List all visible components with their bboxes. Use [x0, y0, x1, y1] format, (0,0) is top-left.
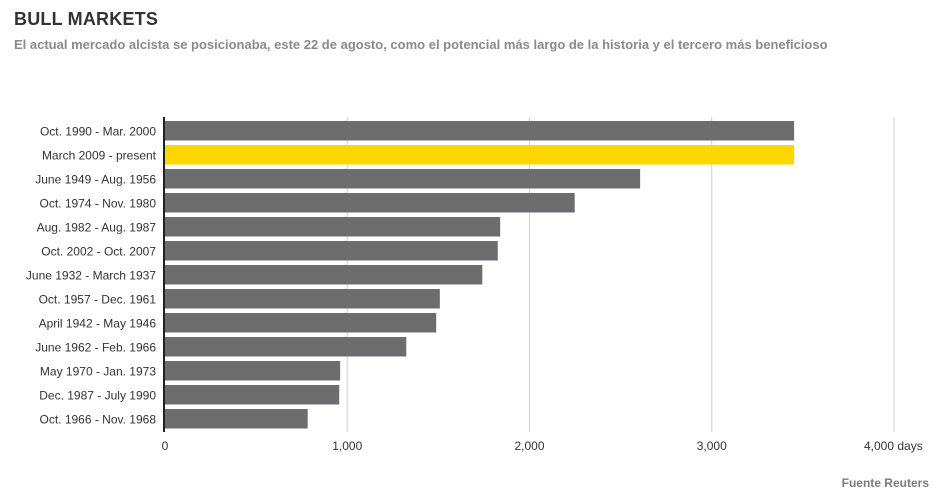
bar: [165, 337, 407, 357]
x-tick-label: 4,000 days: [864, 439, 923, 453]
category-label: Oct. 1990 - Mar. 2000: [40, 124, 156, 138]
x-tick-label: 0: [162, 439, 169, 453]
category-label: Oct. 1974 - Nov. 1980: [39, 196, 156, 210]
category-labels: Oct. 1990 - Mar. 2000 March 2009 - presen…: [26, 124, 157, 426]
category-label: May 1970 - Jan. 1973: [40, 364, 156, 378]
category-label: Oct. 2002 - Oct. 2007: [41, 244, 156, 258]
category-label: Dec. 1987 - July 1990: [39, 388, 156, 402]
bar: [165, 289, 440, 309]
category-label: Oct. 1957 - Dec. 1961: [39, 292, 157, 306]
bar: [165, 361, 341, 381]
bar-highlighted: [165, 145, 795, 165]
x-tick-label: 2,000: [514, 439, 544, 453]
bar: [165, 265, 483, 285]
category-label: Oct. 1966 - Nov. 1968: [39, 412, 156, 426]
chart-title: BULL MARKETS: [14, 9, 159, 29]
bar: [165, 193, 575, 213]
category-label: March 2009 - present: [42, 148, 157, 162]
category-label: April 1942 - May 1946: [39, 316, 157, 330]
source-note: Fuente Reuters: [841, 476, 929, 490]
x-tick-labels: 0 1,000 2,000 3,000 4,000 days: [162, 439, 923, 453]
bar: [165, 169, 641, 189]
category-label: June 1949 - Aug. 1956: [35, 172, 156, 186]
category-label: June 1962 - Feb. 1966: [35, 340, 156, 354]
category-label: Aug. 1982 - Aug. 1987: [37, 220, 157, 234]
bar: [165, 409, 308, 429]
bar: [165, 313, 437, 333]
x-tick-label: 1,000: [332, 439, 362, 453]
x-tick-label: 3,000: [697, 439, 727, 453]
chart-subtitle: El actual mercado alcista se posicionaba…: [14, 37, 828, 52]
bar: [165, 385, 340, 405]
bars: [165, 121, 795, 429]
bar: [165, 241, 498, 261]
category-label: June 1932 - March 1937: [26, 268, 156, 282]
bar: [165, 121, 795, 141]
bar: [165, 217, 501, 237]
